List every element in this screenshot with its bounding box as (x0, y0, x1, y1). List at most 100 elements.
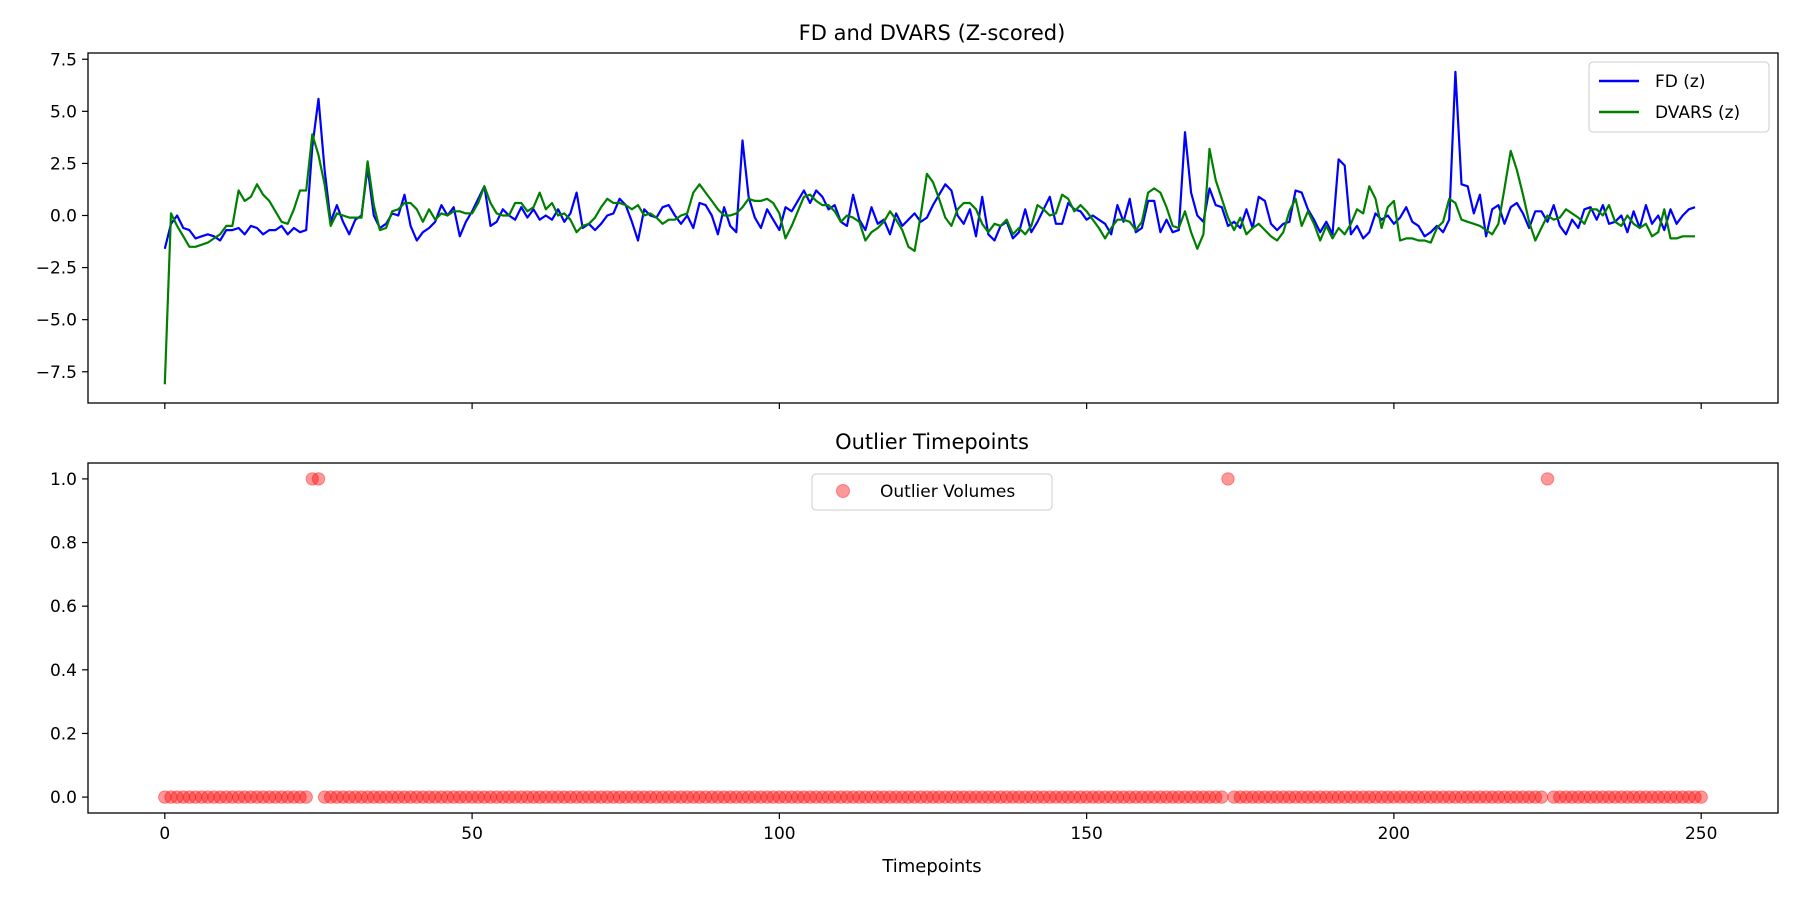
non-outlier-point (1258, 790, 1272, 804)
non-outlier-point (483, 790, 498, 804)
non-outlier-point (1614, 790, 1629, 804)
non-outlier-point (1184, 790, 1198, 804)
non-outlier-point (1479, 790, 1493, 804)
non-outlier-point (274, 790, 289, 804)
non-outlier-point (1590, 790, 1604, 804)
non-outlier-point (1436, 790, 1450, 804)
non-outlier-point (1276, 790, 1291, 804)
non-outlier-point (1657, 790, 1672, 804)
non-outlier-point (588, 790, 602, 804)
outlier-series-group (158, 472, 1708, 804)
non-outlier-point (1639, 790, 1653, 804)
non-outlier-point (975, 790, 989, 804)
non-outlier-point (582, 790, 596, 804)
non-outlier-point (1301, 790, 1315, 804)
non-outlier-point (459, 790, 473, 804)
non-outlier-point (1018, 790, 1032, 804)
non-outlier-point (1252, 790, 1266, 804)
non-outlier-point (1239, 790, 1254, 804)
non-outlier-point (1245, 790, 1260, 804)
fd-dvars-y-tick-label: 5.0 (50, 102, 77, 122)
non-outlier-point (1682, 790, 1696, 804)
non-outlier-point (403, 790, 418, 804)
non-outlier-point (741, 790, 756, 804)
non-outlier-point (1135, 790, 1149, 804)
non-outlier-point (1030, 790, 1045, 804)
non-outlier-point (606, 790, 621, 804)
non-outlier-point (1313, 790, 1327, 804)
non-outlier-point (612, 790, 627, 804)
non-outlier-point (674, 790, 688, 804)
non-outlier-point (1295, 790, 1309, 804)
non-outlier-point (619, 790, 633, 804)
fd-dvars-y-tick-label: −7.5 (36, 363, 77, 383)
non-outlier-point (944, 790, 959, 804)
non-outlier-point (539, 790, 553, 804)
outlier-x-tick-label: 50 (461, 824, 483, 844)
non-outlier-point (1350, 790, 1364, 804)
non-outlier-point (957, 790, 971, 804)
non-outlier-point (754, 790, 768, 804)
non-outlier-point (1553, 790, 1567, 804)
non-outlier-point (1633, 790, 1647, 804)
non-outlier-point (778, 790, 793, 804)
non-outlier-point (809, 790, 823, 804)
non-outlier-point (1110, 790, 1125, 804)
non-outlier-point (213, 790, 227, 804)
non-outlier-point (336, 790, 350, 804)
non-outlier-point (557, 790, 571, 804)
non-outlier-point (1676, 790, 1690, 804)
non-outlier-point (1510, 790, 1524, 804)
non-outlier-point (1417, 790, 1432, 804)
non-outlier-point (1694, 790, 1708, 804)
non-outlier-point (1233, 790, 1248, 804)
non-outlier-point (625, 790, 639, 804)
non-outlier-point (1454, 790, 1469, 804)
outlier-x-axis: 0 50 100 150 200 250 (159, 813, 1717, 844)
non-outlier-point (1381, 790, 1395, 804)
non-outlier-point (1227, 790, 1241, 804)
non-outlier-point (225, 790, 240, 804)
legend-dvars-label: DVARS (z) (1655, 103, 1740, 123)
non-outlier-point (1307, 790, 1321, 804)
non-outlier-point (907, 790, 922, 804)
non-outlier-point (526, 790, 541, 804)
non-outlier-point (760, 790, 774, 804)
non-outlier-point (453, 790, 467, 804)
non-outlier-point (299, 790, 313, 804)
fd-dvars-legend: FD (z) DVARS (z) (1588, 61, 1770, 133)
non-outlier-point (1129, 790, 1143, 804)
non-outlier-point (1288, 790, 1303, 804)
non-outlier-point (981, 790, 995, 804)
non-outlier-point (797, 790, 811, 804)
non-outlier-point (668, 790, 682, 804)
outlier-legend: Outlier Volumes (811, 473, 1053, 511)
non-outlier-point (901, 790, 916, 804)
non-outlier-point (385, 790, 399, 804)
outlier-x-tick-label: 0 (159, 824, 170, 844)
non-outlier-point (397, 790, 412, 804)
outlier-point (1221, 472, 1235, 486)
outlier-y-tick-label: 0.2 (50, 724, 77, 744)
non-outlier-point (477, 790, 492, 804)
non-outlier-point (1325, 790, 1340, 804)
non-outlier-point (342, 790, 356, 804)
outlier-x-axis-label: Timepoints (881, 856, 981, 877)
outlier-y-tick-label: 1.0 (50, 470, 77, 490)
non-outlier-point (1534, 790, 1549, 804)
non-outlier-point (705, 790, 719, 804)
fd-dvars-y-tick-label: −5.0 (36, 311, 77, 331)
non-outlier-point (1319, 790, 1334, 804)
non-outlier-point (207, 790, 221, 804)
non-outlier-point (1036, 790, 1051, 804)
non-outlier-point (1442, 790, 1456, 804)
non-outlier-point (889, 790, 903, 804)
non-outlier-point (1049, 790, 1063, 804)
non-outlier-point (1411, 790, 1426, 804)
non-outlier-point (1055, 790, 1069, 804)
non-outlier-point (201, 790, 215, 804)
fd-dvars-y-tick-label: 0.0 (50, 207, 77, 227)
non-outlier-point (360, 790, 375, 804)
non-outlier-point (250, 790, 264, 804)
